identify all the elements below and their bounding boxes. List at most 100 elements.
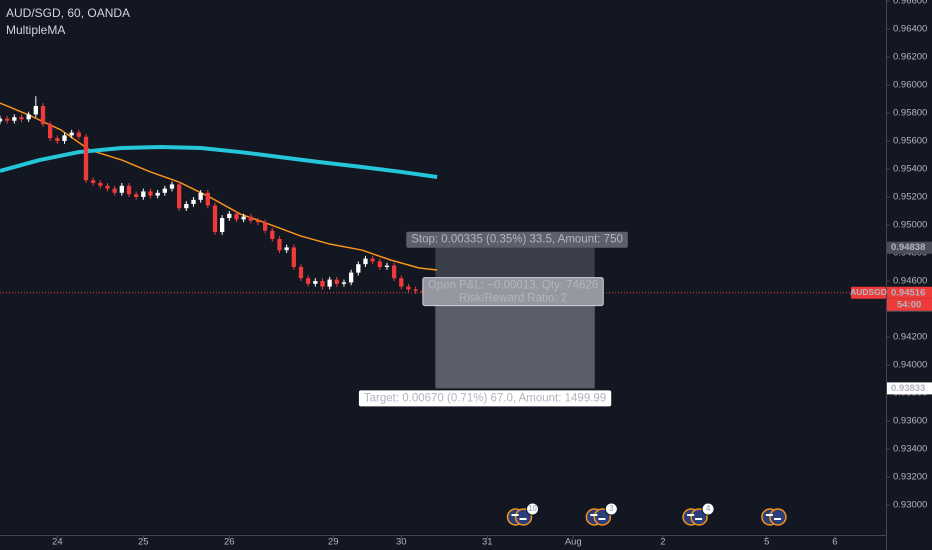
candle-body: [76, 132, 81, 137]
candle-body: [255, 220, 261, 223]
y-tick-label: 0.94600: [893, 276, 927, 287]
candle-body: [262, 222, 268, 231]
candle-body: [270, 230, 275, 240]
candle-body: [55, 138, 60, 141]
x-tick-label: 24: [52, 537, 63, 548]
candle-body: [33, 105, 38, 115]
candle-body: [12, 117, 17, 121]
candle-body: [212, 205, 218, 233]
event-icon: 4: [682, 502, 715, 526]
candle-body: [370, 258, 375, 262]
candle-body: [356, 264, 361, 273]
pnl-label: Open P&L: −0.00013, Qty: 74626Risk/Rewar…: [422, 277, 604, 307]
flag-detail: [511, 514, 527, 520]
indicator-name: MultipleMA: [6, 23, 65, 37]
y-tick-label: 0.95200: [893, 192, 927, 203]
candle-body: [126, 185, 132, 195]
y-tick-label: 0.95400: [893, 164, 927, 175]
candle-body: [105, 185, 110, 189]
candle-body: [219, 218, 225, 233]
price-tag-bg: [887, 382, 932, 395]
x-tick-label: 25: [138, 537, 149, 548]
candle-body: [341, 282, 347, 284]
flag-detail: [590, 514, 606, 520]
event-badge-text: 3: [609, 504, 614, 513]
y-tick-label: 0.95600: [893, 136, 927, 147]
candle-body: [26, 114, 31, 120]
target-label-text: Target: 0.00670 (0.71%) 67.0, Amount: 14…: [364, 392, 606, 404]
y-tick-label: 0.94200: [893, 332, 927, 343]
candle-body: [320, 281, 325, 287]
x-tick-label: 26: [224, 537, 235, 548]
candle-body: [348, 272, 354, 283]
x-tick-label: 2: [660, 537, 665, 548]
candle-body: [391, 265, 397, 279]
y-tick-label: 0.93200: [893, 472, 927, 483]
target-label-bg: [358, 390, 612, 407]
candle-body: [155, 192, 160, 196]
candle-body: [98, 183, 103, 186]
candle-body: [148, 191, 153, 196]
y-tick-label: 0.95000: [893, 220, 927, 231]
candle-body: [40, 105, 46, 125]
countdown-bg: [887, 298, 932, 311]
price-tag: 0.93833: [891, 383, 925, 394]
y-tick-label: 0.94000: [893, 360, 927, 371]
stop-label: Stop: 0.00335 (0.35%) 33.5, Amount: 750: [406, 231, 628, 248]
candle-body: [62, 135, 67, 141]
plot: Stop: 0.00335 (0.35%) 33.5, Amount: 750 O…: [0, 96, 886, 407]
last-price-tag: 0.94516: [891, 287, 925, 298]
candle-body: [141, 191, 146, 198]
candle-body: [406, 286, 411, 290]
candle-body: [234, 213, 239, 220]
event-badge-text: 10: [528, 504, 537, 513]
price-tag: 0.94838: [891, 242, 925, 253]
candle-body: [177, 184, 182, 209]
candle-body: [169, 184, 175, 189]
flag-detail: [765, 514, 781, 520]
candle-body: [205, 192, 210, 206]
x-tick-label: 29: [328, 537, 339, 548]
y-tick-label: 0.95800: [893, 108, 927, 119]
candle-body: [91, 180, 96, 184]
price-tag-bg: [887, 241, 932, 254]
candle-body: [83, 136, 89, 181]
y-tick-label: 0.96400: [893, 23, 927, 34]
pnl-bg: [422, 277, 604, 307]
event-badge: [701, 502, 715, 516]
y-tick-label: 0.93400: [893, 444, 927, 455]
target-zone: [435, 294, 595, 389]
candle-body: [413, 289, 418, 291]
moving-average: [0, 145, 438, 179]
candle-body: [305, 278, 311, 284]
y-tick-label: 0.93600: [893, 416, 927, 427]
candle-body: [198, 192, 203, 200]
candle-body: [112, 188, 117, 193]
candle-body: [191, 199, 196, 205]
candle-body: [377, 261, 382, 268]
event-icon: 3: [585, 502, 618, 526]
event-badge-text: 4: [706, 504, 711, 513]
candle-body: [327, 279, 332, 287]
event-flag: [769, 508, 787, 526]
x-tick-label: 6: [832, 537, 837, 548]
stop-label-bg: [406, 231, 628, 248]
event-badge: [604, 502, 618, 516]
symbol-tag: AUDSGD: [850, 287, 887, 297]
candle-body: [0, 118, 3, 122]
candle-body: [363, 258, 368, 265]
target-label: Target: 0.00670 (0.71%) 67.0, Amount: 14…: [358, 390, 612, 407]
candle-body: [5, 118, 10, 121]
candle-body: [69, 132, 74, 136]
x-tick-label: 31: [482, 537, 493, 548]
y-tick-label: 0.96200: [893, 52, 927, 63]
candle-body: [119, 185, 124, 193]
candle-body: [162, 188, 167, 193]
candle-body: [241, 216, 246, 220]
candle-body: [284, 247, 289, 251]
event-icon: 10: [506, 502, 540, 526]
moving-average: [0, 102, 438, 271]
symbol-tag-bg: [851, 286, 886, 299]
event-icon: [761, 508, 787, 526]
